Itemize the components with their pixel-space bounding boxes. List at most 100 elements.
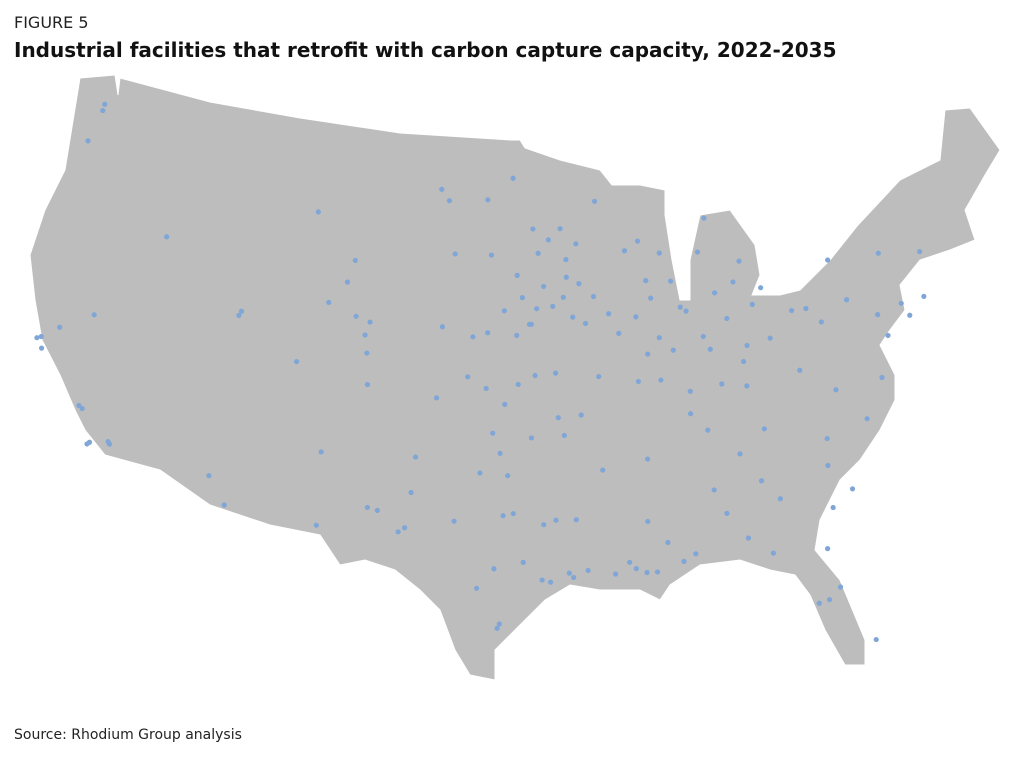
facility-dot xyxy=(600,467,606,473)
facility-dot xyxy=(687,411,694,417)
source-note: Source: Rhodium Group analysis xyxy=(14,727,242,743)
facility-dot xyxy=(644,456,651,462)
facility-dot xyxy=(100,107,106,114)
facility-dot xyxy=(656,335,662,341)
facility-dot xyxy=(833,387,839,393)
facility-dot xyxy=(758,478,765,484)
facility-dot xyxy=(497,450,503,456)
facility-dot xyxy=(830,504,836,511)
facility-dot xyxy=(701,215,707,221)
facility-dot xyxy=(102,101,108,107)
figure-label: FIGURE 5 xyxy=(14,13,89,32)
facility-dot xyxy=(485,330,491,336)
facility-dot xyxy=(91,312,97,318)
facility-dot xyxy=(719,381,725,387)
facility-dot xyxy=(477,470,483,476)
facility-dot xyxy=(494,625,500,631)
facility-dot xyxy=(656,250,662,256)
facility-dot xyxy=(57,324,63,330)
facility-dot xyxy=(571,574,577,581)
facility-dot xyxy=(352,257,358,264)
facility-dot xyxy=(236,312,242,318)
facility-dot xyxy=(412,454,419,460)
facility-dot xyxy=(573,241,579,247)
facility-dot xyxy=(736,258,742,264)
facility-dot xyxy=(38,333,44,340)
facility-dot xyxy=(803,305,809,312)
facility-dot xyxy=(555,415,561,421)
facility-dot xyxy=(730,279,736,285)
facility-dot xyxy=(767,335,773,341)
facility-dot xyxy=(694,249,701,255)
facility-dot xyxy=(770,550,777,556)
facility-dot xyxy=(658,377,664,383)
facility-dot xyxy=(541,522,547,528)
facility-dot xyxy=(645,351,651,357)
facility-dot xyxy=(712,290,718,296)
facility-dot xyxy=(711,487,717,493)
facility-dot xyxy=(634,238,641,244)
facility-dot xyxy=(758,285,764,291)
facility-dot xyxy=(627,559,633,565)
facility-dot xyxy=(539,577,545,583)
facility-dot xyxy=(700,333,706,340)
facility-dot xyxy=(677,304,683,310)
facility-dot xyxy=(616,330,622,336)
facility-dot xyxy=(645,518,651,525)
facility-dot xyxy=(85,138,91,144)
facility-dot xyxy=(553,517,559,523)
facility-dot xyxy=(825,257,831,263)
facility-dot xyxy=(515,381,521,388)
facility-dot xyxy=(206,473,212,479)
facility-dot xyxy=(367,319,373,325)
facility-dot xyxy=(401,525,408,531)
facility-dot xyxy=(864,416,870,422)
facility-dot xyxy=(837,584,844,590)
facility-dot xyxy=(563,256,569,263)
facility-dot xyxy=(578,412,584,418)
facility-dot xyxy=(907,312,913,318)
facility-dot xyxy=(514,332,520,338)
facility-dot xyxy=(293,358,300,365)
facility-dot xyxy=(563,274,569,280)
facility-dot xyxy=(362,332,368,338)
facility-dot xyxy=(654,569,661,575)
facility-dot xyxy=(34,335,40,341)
facility-dot xyxy=(491,566,497,572)
facility-dot xyxy=(898,300,904,306)
facility-dot xyxy=(528,321,534,327)
facility-dot xyxy=(683,308,689,314)
facility-dot xyxy=(535,250,541,256)
facility-dot xyxy=(451,518,457,524)
facility-dot xyxy=(816,600,822,606)
facility-dot xyxy=(635,378,642,385)
facility-dot xyxy=(596,373,602,380)
facility-dot xyxy=(749,301,755,307)
facility-dot xyxy=(474,585,480,591)
facility-dot xyxy=(681,558,687,564)
facility-dot xyxy=(530,226,536,232)
facility-dot xyxy=(745,535,752,541)
facility-dot xyxy=(541,283,547,290)
facility-dot xyxy=(313,522,319,528)
facility-dot xyxy=(561,432,567,439)
facility-dot xyxy=(519,295,525,301)
facility-dot xyxy=(707,346,713,352)
facility-dot xyxy=(344,279,351,285)
facility-dot xyxy=(875,312,881,318)
facility-dot xyxy=(590,293,597,300)
facility-dot xyxy=(534,306,540,312)
facility-dot xyxy=(777,496,783,502)
facility-dot xyxy=(797,367,803,373)
facility-dot xyxy=(917,248,923,255)
facility-dot xyxy=(485,197,491,203)
facility-dot xyxy=(326,299,332,306)
facility-dot xyxy=(364,350,370,356)
facility-dot xyxy=(557,226,563,232)
facility-dot xyxy=(737,451,743,457)
facility-dot xyxy=(490,430,496,436)
facility-dot xyxy=(825,546,831,552)
facility-dot xyxy=(374,507,380,513)
